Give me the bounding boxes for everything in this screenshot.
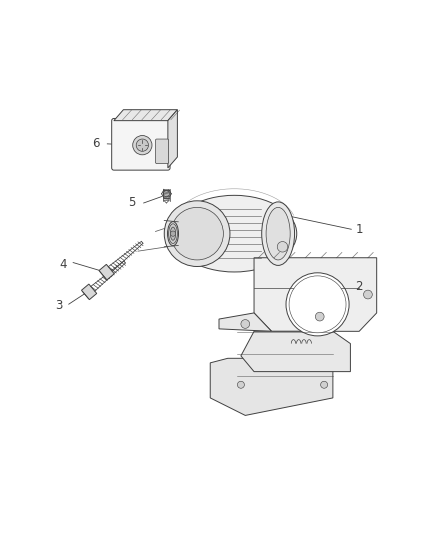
Ellipse shape <box>266 207 290 260</box>
Ellipse shape <box>172 195 297 272</box>
Ellipse shape <box>169 224 177 244</box>
Polygon shape <box>168 110 177 168</box>
Polygon shape <box>81 284 97 300</box>
Text: 5: 5 <box>128 197 135 209</box>
Text: 2: 2 <box>355 280 363 293</box>
Circle shape <box>277 241 288 252</box>
Circle shape <box>136 139 148 151</box>
Circle shape <box>364 290 372 299</box>
FancyBboxPatch shape <box>112 118 170 170</box>
Ellipse shape <box>170 227 176 240</box>
Circle shape <box>133 135 152 155</box>
Circle shape <box>170 231 176 236</box>
Ellipse shape <box>168 222 179 246</box>
Circle shape <box>321 381 328 388</box>
Ellipse shape <box>261 202 294 265</box>
Polygon shape <box>254 258 377 332</box>
Text: 4: 4 <box>60 258 67 271</box>
Circle shape <box>315 312 324 321</box>
Circle shape <box>286 273 349 336</box>
Circle shape <box>241 320 250 328</box>
Circle shape <box>163 191 170 197</box>
Polygon shape <box>114 110 177 120</box>
Text: 1: 1 <box>355 223 363 236</box>
Text: 6: 6 <box>92 138 100 150</box>
Polygon shape <box>210 358 333 415</box>
Polygon shape <box>99 264 114 280</box>
FancyBboxPatch shape <box>155 139 169 164</box>
Circle shape <box>289 276 346 333</box>
Polygon shape <box>241 332 350 372</box>
Circle shape <box>237 381 244 388</box>
Text: 3: 3 <box>56 300 63 312</box>
Circle shape <box>171 207 223 260</box>
Circle shape <box>164 201 230 266</box>
Polygon shape <box>219 313 272 332</box>
